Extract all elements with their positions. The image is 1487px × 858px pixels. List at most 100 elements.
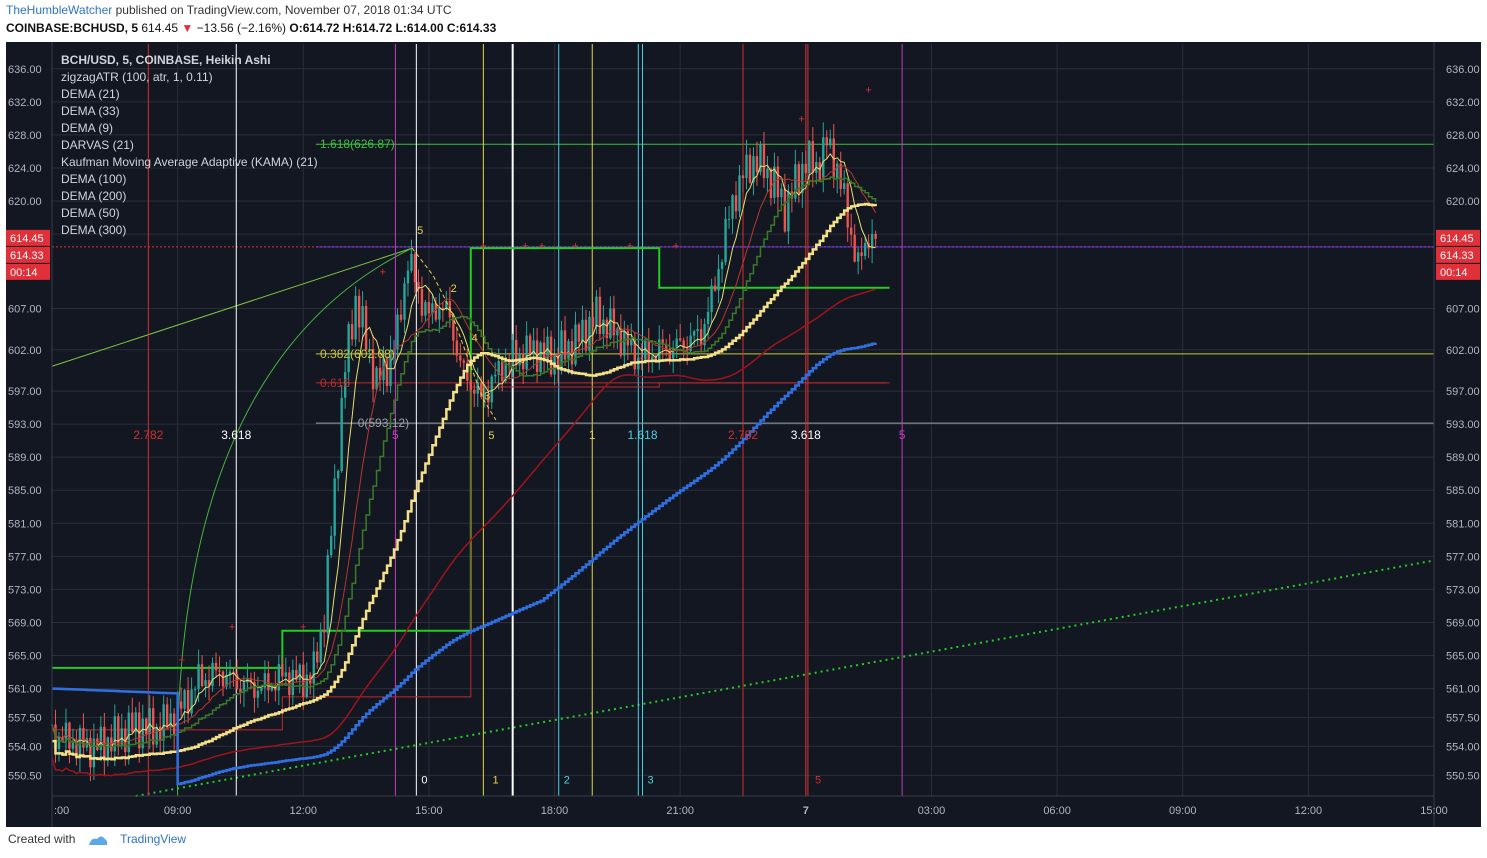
candle-body	[214, 662, 218, 671]
fib-level-label: 0(593.12)	[358, 416, 409, 430]
time-fib-label: 3.618	[791, 428, 821, 442]
candle-body	[340, 397, 343, 471]
price-label-box-left	[6, 263, 50, 280]
candle-body	[672, 347, 675, 359]
candle-body	[138, 712, 141, 749]
zigzag-line	[411, 247, 497, 421]
y-tick-label-left: 550.50	[8, 770, 42, 782]
candle-body	[577, 324, 581, 342]
y-tick-label-left: 557.50	[8, 712, 42, 724]
candle-body	[689, 335, 692, 352]
candle-body	[658, 339, 661, 360]
price-label-box	[1436, 246, 1480, 263]
dema-9-line	[51, 152, 876, 749]
candle-body	[846, 183, 849, 228]
candle-body	[131, 712, 134, 733]
candle-body	[295, 669, 298, 680]
y-tick-label-left: 577.00	[8, 551, 42, 563]
candle-body	[225, 674, 228, 687]
candle-body	[480, 382, 483, 398]
candle-body	[710, 285, 713, 312]
x-tick-label: 15:00	[415, 805, 443, 817]
high-value: H:614.72	[342, 21, 393, 35]
candle-body	[860, 252, 863, 256]
candle-body	[560, 330, 563, 368]
candle-body	[326, 555, 329, 633]
kama-line	[52, 176, 877, 748]
candle-body	[406, 270, 410, 284]
price-chart[interactable]: + + + + + + + + + + + +1.618(626.87) 0.382(602.08) 0(…	[6, 42, 1481, 827]
candle-body	[755, 156, 759, 173]
candle-body	[441, 308, 445, 310]
legend-entry: zigzagATR (100, atr, 1, 0.11)	[61, 70, 213, 84]
candle-body	[794, 164, 797, 199]
candle-body	[455, 340, 459, 356]
candle-body	[228, 671, 232, 675]
symbol-line: COINBASE:BCHUSD, 5 614.45 ▼ −13.56 (−2.1…	[6, 21, 496, 35]
candle-body	[242, 682, 246, 693]
candle-body	[591, 316, 595, 327]
candle-body	[375, 367, 378, 390]
candle-body	[260, 687, 263, 691]
candle-body	[298, 664, 301, 680]
candle-body	[445, 301, 448, 309]
chart-labels: + + + + + + + + + + + +1.618(626.87) 0.382(602.08) 0(…	[133, 84, 905, 786]
marker-cross: +	[522, 241, 528, 253]
candle-body	[829, 138, 832, 146]
candle-body	[759, 143, 762, 173]
y-tick-label: 607.00	[1446, 303, 1480, 315]
candle-body	[500, 360, 504, 381]
marker-cross: +	[627, 241, 633, 253]
zigzag-label: 5	[488, 430, 494, 442]
candle-body	[762, 143, 766, 179]
candle-body	[235, 673, 239, 689]
candle-body	[574, 324, 577, 365]
zigzag-label: 3	[484, 390, 490, 402]
candle-body	[602, 319, 605, 335]
candle-body	[141, 718, 144, 749]
y-tick-label-left: 585.00	[8, 485, 42, 497]
price-label-box-left	[6, 229, 50, 246]
published-text: published on TradingView.com, November 0…	[115, 3, 452, 17]
legend-entry: DEMA (9)	[61, 121, 113, 135]
candle-body	[452, 317, 455, 341]
fib-level-label: 0.618	[320, 376, 350, 390]
y-tick-label: 561.00	[1446, 684, 1480, 696]
fib-level-label: 0.382(602.08)	[320, 347, 395, 361]
y-tick-label-left: 632.00	[8, 97, 42, 109]
candle-body	[459, 355, 462, 361]
legend-entry: DEMA (21)	[61, 87, 120, 101]
y-tick-label: 554.00	[1446, 741, 1480, 753]
candle-body	[640, 357, 643, 360]
candle-body	[504, 362, 507, 381]
candle-body	[804, 163, 808, 174]
candle-body	[155, 726, 158, 745]
legend-entry: Kaufman Moving Average Adaptive (KAMA) (…	[61, 155, 318, 169]
candle-body	[253, 681, 256, 698]
y-tick-label: 628.00	[1446, 130, 1480, 142]
candle-body	[626, 330, 630, 346]
candle-body	[549, 336, 553, 375]
price-axis[interactable]: 636.00 636.00 632.00 632.00 628.00 628.00 624.…	[6, 42, 1480, 827]
candle-body	[336, 470, 340, 479]
y-tick-label-left: 620.00	[8, 196, 42, 208]
candle-body	[483, 393, 486, 398]
candle-body	[417, 282, 420, 289]
y-tick-label: 581.00	[1446, 518, 1480, 530]
y-tick-label-left: 565.00	[8, 651, 42, 663]
candle-body	[476, 382, 479, 394]
candle-body	[870, 233, 874, 249]
candle-body	[525, 335, 528, 370]
time-axis[interactable]: :00 09:00 12:00 15:00 18:00 21:00 7 03:00 06:00 0…	[52, 795, 1448, 817]
candle-body	[665, 344, 668, 349]
candle-body	[654, 356, 657, 360]
price-change: −13.56 (−2.16%)	[196, 21, 287, 35]
candle-body	[469, 380, 472, 390]
author-link[interactable]: TheHumbleWatcher	[6, 3, 113, 17]
x-tick-label: 18:00	[541, 805, 569, 817]
tradingview-link[interactable]: TradingView	[120, 832, 187, 846]
candle-body	[836, 163, 839, 179]
candle-body	[434, 303, 438, 320]
candle-body	[172, 713, 176, 736]
zigzag-label: 5	[815, 775, 821, 787]
